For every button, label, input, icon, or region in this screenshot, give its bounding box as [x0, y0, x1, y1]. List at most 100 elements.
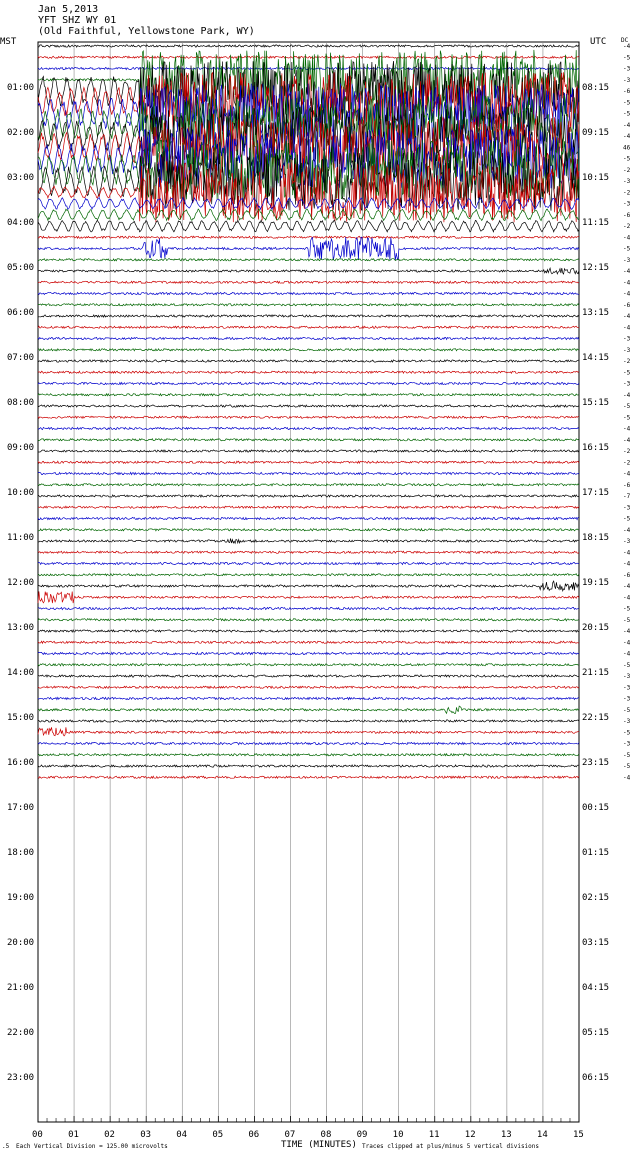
dc-offset: 46 — [623, 144, 631, 151]
dc-offset: -5 — [623, 414, 631, 421]
header-station: YFT SHZ WY 01 — [38, 15, 117, 26]
dc-offset: -2 — [623, 448, 631, 455]
trace-row — [37, 49, 580, 110]
trace-row — [37, 494, 580, 498]
dc-offset: -4 — [623, 392, 631, 399]
trace-row — [37, 538, 579, 545]
x-axis-ticks: 00 01 02 03 04 05 06 07 08 09 10 11 12 13 14 15 — [32, 1116, 584, 1140]
dc-offset: -4 — [623, 279, 631, 286]
x-tick-label: 12 — [465, 1130, 476, 1140]
trace-row — [37, 741, 580, 746]
trace-row — [37, 591, 580, 604]
dc-offset: -5 — [623, 752, 631, 759]
dc-offset: -5 — [623, 403, 631, 410]
trace-row — [37, 516, 579, 521]
dc-offset: -6 — [623, 572, 631, 579]
trace-row — [37, 325, 579, 330]
mst-axis-label: MST — [0, 37, 17, 47]
trace-row — [37, 302, 580, 307]
mst-hour-label: 14:00 — [7, 668, 34, 678]
x-tick-label: 01 — [68, 1130, 79, 1140]
x-tick-label: 07 — [284, 1130, 295, 1140]
header-location: (Old Faithful, Yellowstone Park, WY) — [38, 26, 255, 37]
mst-hour-label: 13:00 — [7, 623, 34, 633]
mst-hour-label: 03:00 — [7, 173, 34, 183]
dc-offset: -6 — [623, 88, 631, 95]
dc-offset: -4 — [623, 313, 631, 320]
dc-offset: -4 — [623, 291, 631, 298]
utc-hour-label: 08:15 — [582, 83, 609, 93]
trace-row — [37, 527, 579, 532]
mst-hour-label: 07:00 — [7, 353, 34, 363]
trace-row — [37, 752, 580, 757]
trace-row — [37, 370, 580, 375]
dc-offset: -3 — [623, 257, 631, 264]
utc-hour-label: 17:15 — [582, 488, 609, 498]
utc-labels: 08:15 09:15 10:15 11:15 12:15 13:15 14:15 15:15… — [582, 83, 609, 1083]
dc-offset: -4 — [623, 628, 631, 635]
dc-offset: -2 — [623, 167, 631, 174]
utc-hour-label: 22:15 — [582, 713, 609, 723]
dc-offset: -4 — [623, 549, 631, 556]
dc-offset: -7 — [623, 493, 631, 500]
mst-hour-label: 15:00 — [7, 713, 34, 723]
mst-hour-label: 23:00 — [7, 1073, 34, 1083]
dc-offset: -4 — [623, 651, 631, 658]
dc-offset: -2 — [623, 459, 631, 466]
trace-row — [37, 313, 580, 318]
utc-hour-label: 06:15 — [582, 1073, 609, 1083]
mst-hour-label: 17:00 — [7, 803, 34, 813]
x-tick-label: 05 — [212, 1130, 223, 1140]
trace-row — [37, 207, 580, 222]
trace-row — [37, 257, 580, 262]
trace-row — [37, 83, 580, 144]
footer-clip-note: Traces clipped at plus/minus 5 vertical … — [362, 1143, 539, 1150]
trace-row — [37, 727, 579, 737]
utc-hour-label: 13:15 — [582, 308, 609, 318]
dc-offset: -2 — [623, 189, 631, 196]
mst-hour-label: 20:00 — [7, 938, 34, 948]
dc-offset: -5 — [623, 369, 631, 376]
utc-hour-label: 11:15 — [582, 218, 609, 228]
dc-offset: -5 — [623, 662, 631, 669]
dc-offset: -2 — [623, 223, 631, 230]
trace-row — [37, 550, 580, 555]
dc-offset: -3 — [623, 684, 631, 691]
mst-hour-label: 18:00 — [7, 848, 34, 858]
utc-hour-label: 05:15 — [582, 1028, 609, 1038]
utc-hour-label: 19:15 — [582, 578, 609, 588]
dc-offset: -3 — [623, 178, 631, 185]
mst-hour-label: 21:00 — [7, 983, 34, 993]
dc-offset: -5 — [623, 617, 631, 624]
utc-hour-label: 23:15 — [582, 758, 609, 768]
dc-offset: -4 — [623, 774, 631, 781]
dc-offset-labels: -4 -5 -3 -3 -6 -5 -5 -4 -4 46 -5 -2 -3 -2 -3 -6 -2 -4 -5 -3… — [623, 43, 631, 781]
dc-offset: -5 — [623, 729, 631, 736]
dc-offset: -5 — [623, 606, 631, 613]
x-tick-label: 04 — [176, 1130, 187, 1140]
trace-row — [38, 449, 580, 453]
footer-scale-note: Each Vertical Division = 125.00 microvol… — [16, 1143, 168, 1150]
dc-offset: -5 — [623, 111, 631, 118]
utc-hour-label: 18:15 — [582, 533, 609, 543]
utc-hour-label: 15:15 — [582, 398, 609, 408]
mst-hour-label: 05:00 — [7, 263, 34, 273]
mst-hour-label: 22:00 — [7, 1028, 34, 1038]
trace-row — [37, 266, 580, 275]
dc-offset: -5 — [623, 99, 631, 106]
dc-offset: -4 — [623, 639, 631, 646]
dc-offset: -6 — [623, 212, 631, 219]
x-tick-label: 09 — [357, 1130, 368, 1140]
dc-offset: -3 — [623, 347, 631, 354]
utc-hour-label: 00:15 — [582, 803, 609, 813]
utc-hour-label: 12:15 — [582, 263, 609, 273]
utc-hour-label: 02:15 — [582, 893, 609, 903]
utc-hour-label: 14:15 — [582, 353, 609, 363]
dc-offset: -5 — [623, 54, 631, 61]
dc-offset: -4 — [623, 234, 631, 241]
trace-row — [37, 347, 580, 352]
mst-hour-label: 10:00 — [7, 488, 34, 498]
utc-hour-label: 20:15 — [582, 623, 609, 633]
x-tick-label: 11 — [429, 1130, 440, 1140]
x-tick-label: 13 — [501, 1130, 512, 1140]
